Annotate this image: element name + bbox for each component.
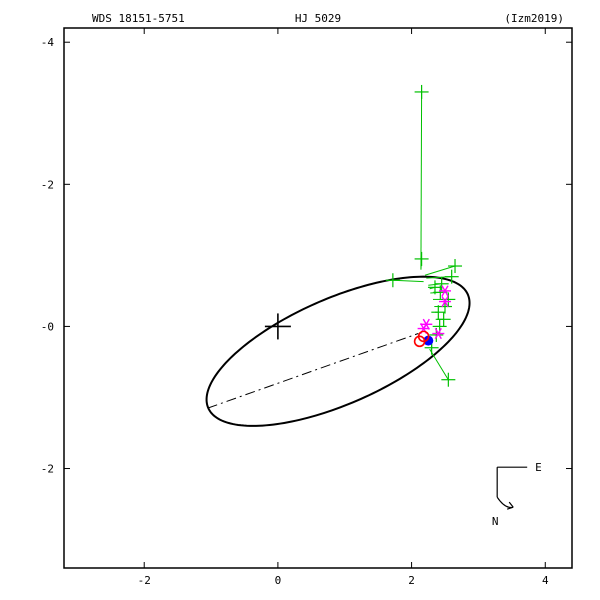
compass-e-label: E — [535, 461, 542, 474]
oc-line — [425, 266, 455, 275]
orbit-chart: WDS 18151-5751 HJ 5029 (Izm2019) -2 0 2 4 -4 -2 -… — [0, 0, 600, 600]
orbit-ellipse — [207, 277, 470, 426]
plot-frame — [64, 28, 572, 568]
x-tick-label: -2 — [138, 574, 151, 587]
title-left: WDS 18151-5751 — [92, 12, 185, 25]
y-tick-label: -2 — [41, 463, 54, 476]
line-of-nodes — [208, 334, 419, 409]
x-tick-label: 4 — [542, 574, 549, 587]
y-tick-label: -2 — [41, 178, 54, 191]
y-tick-label: -4 — [41, 36, 55, 49]
title-center: HJ 5029 — [295, 12, 341, 25]
x-tick-label: 0 — [275, 574, 282, 587]
title-right: (Izm2019) — [504, 12, 564, 25]
compass-n-label: N — [492, 515, 499, 528]
x-tick-label: 2 — [408, 574, 415, 587]
magenta-star-marker — [432, 328, 444, 338]
oc-line — [430, 349, 449, 380]
y-tick-label: -0 — [41, 320, 54, 333]
compass — [497, 467, 527, 509]
oc-line — [421, 92, 422, 270]
